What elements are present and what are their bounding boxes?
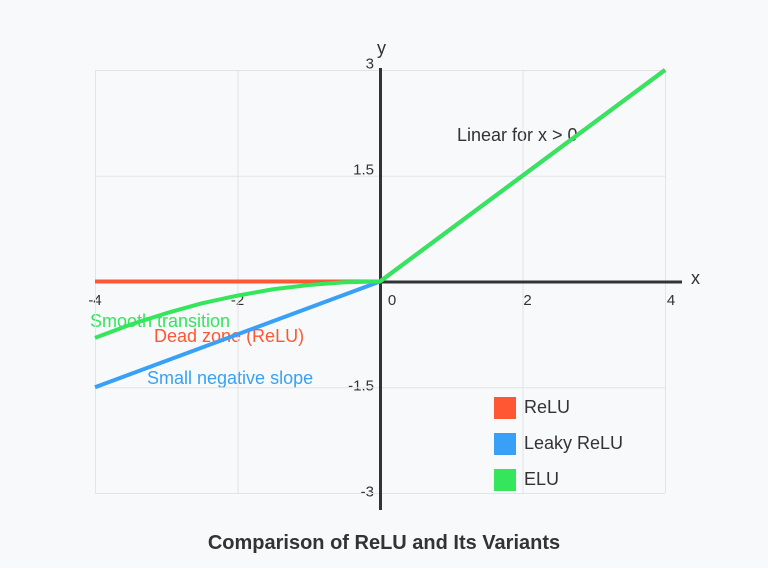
legend-item-relu: ReLU bbox=[494, 396, 623, 419]
legend-item-elu: ELU bbox=[494, 468, 623, 491]
y-tick-label: -3 bbox=[360, 483, 374, 501]
elu-color-swatch bbox=[494, 468, 516, 491]
x-tick-label: 2 bbox=[523, 292, 532, 309]
legend-label-leaky-relu: Leaky ReLU bbox=[524, 433, 624, 453]
legend-item-leaky-relu: Leaky ReLU bbox=[494, 432, 623, 455]
annotation-linear-for-x-gt-0: Linear for x > 0 bbox=[457, 125, 578, 145]
annotation-small-negative-slope: Small negative slope bbox=[147, 368, 314, 388]
x-axis-label: x bbox=[691, 268, 700, 288]
y-tick-label: 1.5 bbox=[353, 161, 374, 179]
legend: ReLU Leaky ReLU ELU bbox=[494, 396, 623, 504]
leaky-relu-color-swatch bbox=[494, 432, 516, 455]
relu-color-swatch bbox=[494, 396, 516, 419]
series-line-elu bbox=[94, 68, 667, 340]
x-tick-label: 0 bbox=[387, 292, 397, 309]
y-axis-label: y bbox=[377, 38, 386, 58]
legend-label-elu: ELU bbox=[524, 469, 560, 489]
y-tick-label: -1.5 bbox=[348, 377, 374, 395]
legend-label-relu: ReLU bbox=[524, 397, 571, 417]
chart-title: Comparison of ReLU and Its Variants bbox=[207, 532, 561, 554]
x-tick-label: 4 bbox=[666, 292, 676, 309]
y-tick-label: 3 bbox=[365, 55, 374, 73]
